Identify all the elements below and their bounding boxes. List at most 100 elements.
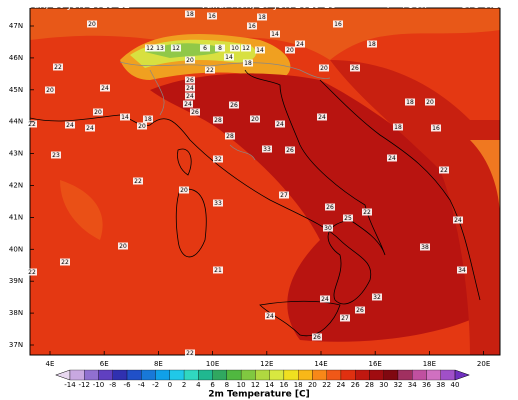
station-box (185, 84, 195, 92)
station-box (457, 266, 467, 274)
station-value: 24 (186, 93, 194, 100)
station-box (241, 44, 251, 52)
axis-labels: 47N 46N 45N 44N 43N 42N 41N 40N 39N 38N 37N 4E 6E 8E 1… (9, 22, 490, 368)
colorbar-tick-label: 8 (225, 381, 229, 389)
station-value: 26 (191, 109, 199, 116)
colorbar-title: 2m Temperature [C] (208, 390, 309, 400)
station-value: 24 (101, 85, 109, 92)
colorbar-tick-label: 30 (379, 381, 388, 389)
colorbar-segment (326, 369, 342, 381)
colorbar-segment (269, 369, 285, 381)
station-box (185, 10, 195, 18)
station-value: 33 (263, 146, 271, 153)
station-box (85, 124, 95, 132)
station-value: 20 (94, 109, 102, 116)
station-value: 24 (266, 313, 274, 320)
lon-label: 6E (100, 360, 109, 368)
station-value: 28 (226, 133, 234, 140)
station-value: 22 (61, 259, 69, 266)
colorbar-tick-label: 32 (394, 381, 403, 389)
station-value: 24 (296, 41, 304, 48)
station-box (340, 314, 350, 322)
station-box (100, 84, 110, 92)
colorbar-segment (298, 369, 313, 381)
station-value: 26 (286, 147, 294, 154)
station-value: 38 (421, 244, 429, 251)
colorbar-segment (112, 369, 128, 381)
station-value: 20 (119, 243, 127, 250)
station-value: 24 (388, 155, 396, 162)
lon-label: 4E (46, 360, 55, 368)
colorbar-segment (198, 369, 213, 381)
colorbar-tick-label: 26 (351, 381, 360, 389)
station-value: 16 (208, 13, 216, 20)
station-box (439, 166, 449, 174)
station-box (285, 46, 295, 54)
station-box (420, 243, 430, 251)
station-box (262, 145, 272, 153)
station-value: 12 (146, 45, 154, 52)
station-box (213, 155, 223, 163)
station-value: 18 (186, 11, 194, 18)
station-box (185, 56, 195, 64)
init-time: Init: Sun, 16 JUN 2019 12 (4, 0, 130, 11)
colorbar-tick-label: -8 (109, 381, 116, 389)
station-value: 24 (184, 101, 192, 108)
lat-label: 37N (9, 341, 23, 349)
station-value: 22 (186, 350, 194, 357)
colorbar-segment (383, 369, 399, 381)
station-box (120, 113, 130, 121)
station-value: 20 (138, 123, 146, 130)
station-value: 22 (54, 64, 62, 71)
sardinia (175, 188, 207, 258)
balkans-hot (330, 60, 500, 355)
colorbar-tick-label: -12 (79, 381, 90, 389)
station-box (265, 312, 275, 320)
station-box (53, 63, 63, 71)
colorbar-tick-label: 10 (237, 381, 246, 389)
station-value: 18 (406, 99, 414, 106)
station-box (224, 53, 234, 61)
colorbar-segment (98, 369, 113, 381)
station-box (320, 295, 330, 303)
station-value: 18 (258, 14, 266, 21)
station-box (185, 76, 195, 84)
sicily (259, 300, 341, 337)
station-box (45, 86, 55, 94)
colorbar-tick-label: 34 (408, 381, 417, 389)
colorbar-tick-label: -10 (93, 381, 104, 389)
station-box (65, 121, 75, 129)
colorbar-tick-label: 14 (265, 381, 274, 389)
italy-coast (30, 69, 386, 305)
station-box (431, 124, 441, 132)
station-value: 16 (248, 23, 256, 30)
station-box (285, 146, 295, 154)
colorbar-segment (126, 369, 142, 381)
lon-label: 18E (423, 360, 436, 368)
station-value: 18 (144, 116, 152, 123)
station-value: 33 (214, 200, 222, 207)
station-box (279, 191, 289, 199)
station-box (317, 113, 327, 121)
station-value: 26 (326, 204, 334, 211)
colorbar-segment (397, 369, 413, 381)
station-value: 26 (351, 65, 359, 72)
station-value: 24 (66, 122, 74, 129)
station-value: 22 (28, 269, 36, 276)
lon-label: 20E (477, 360, 490, 368)
station-box (270, 30, 280, 38)
station-value: 14 (256, 47, 264, 54)
station-box (207, 12, 217, 20)
station-box (333, 20, 343, 28)
station-value: 12 (172, 45, 180, 52)
station-value: 20 (46, 87, 54, 94)
station-value: 26 (356, 307, 364, 314)
lat-label: 47N (9, 22, 23, 30)
station-box (213, 199, 223, 207)
lat-label: 44N (9, 118, 23, 126)
lat-label: 40N (9, 245, 23, 253)
lat-label: 45N (9, 86, 23, 94)
station-value: 20 (251, 116, 259, 123)
station-value: 24 (318, 114, 326, 121)
station-box (343, 214, 353, 222)
